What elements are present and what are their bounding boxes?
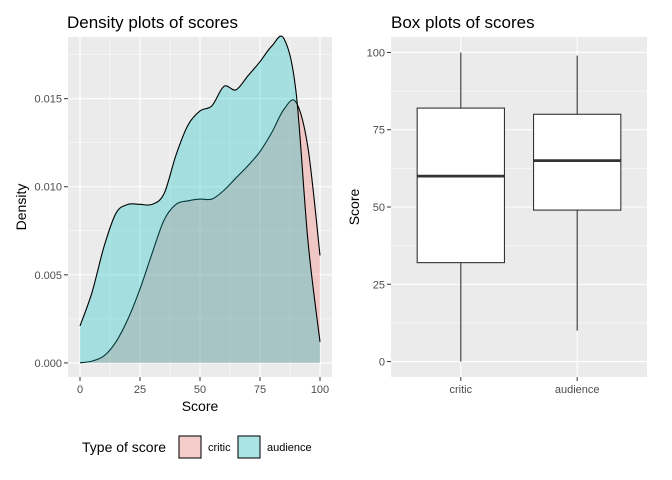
x-tick-label: critic (450, 384, 473, 396)
legend-key-critic (178, 435, 202, 459)
legend-key-bg (237, 435, 261, 459)
density-x-label: Score (182, 398, 219, 414)
legend-item-critic: critic (178, 435, 231, 459)
y-tick-label: 50 (373, 202, 385, 214)
legend-title: Type of score (82, 439, 166, 455)
x-tick-label: 75 (254, 384, 266, 396)
density-y-label: Density (13, 184, 29, 231)
density-plot: 0.000 0.005 0.010 0.015 0 25 50 75 100 (34, 35, 332, 396)
legend: Type of score critic audience (82, 435, 312, 459)
box-y-label: Score (346, 189, 362, 226)
y-tick-label: 0.005 (34, 270, 62, 282)
y-tick-label: 75 (373, 125, 385, 137)
legend-label: critic (208, 442, 231, 454)
y-tick-label: 0.010 (34, 182, 62, 194)
box-audience (532, 113, 622, 211)
y-tick-label: 0 (379, 357, 385, 369)
x-tick-label: 100 (311, 384, 329, 396)
density-line-audience (79, 35, 321, 342)
box-critic (416, 107, 506, 264)
legend-key-audience (237, 435, 261, 459)
y-tick-label: 25 (373, 279, 385, 291)
x-tick-label: audience (555, 384, 600, 396)
box-title: Box plots of scores (391, 13, 535, 32)
density-area-audience (80, 36, 320, 363)
density-title: Density plots of scores (67, 13, 238, 32)
x-tick-label: 0 (77, 384, 83, 396)
legend-item-audience: audience (237, 435, 312, 459)
legend-label: audience (267, 442, 312, 454)
x-tick-label: 50 (194, 384, 206, 396)
y-tick-label: 100 (367, 47, 385, 59)
density-area-critic (80, 99, 320, 363)
box-plot: 0 25 50 75 100 critic audience (367, 37, 647, 396)
density-line-critic (79, 99, 321, 364)
legend-key-bg (178, 435, 202, 459)
y-tick-label: 0.015 (34, 94, 62, 106)
y-tick-label: 0.000 (34, 358, 62, 370)
x-tick-label: 25 (134, 384, 146, 396)
